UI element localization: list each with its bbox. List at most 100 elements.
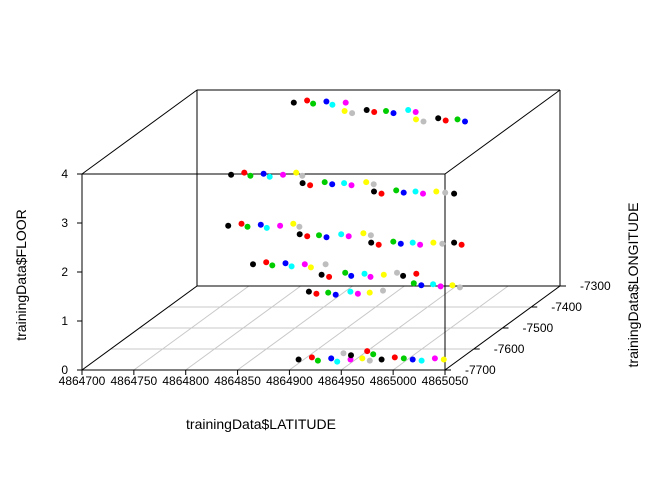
z-tick-label: -7500	[523, 321, 554, 335]
data-point	[439, 240, 446, 247]
data-point	[413, 116, 419, 123]
z-axis-title: trainingData$LONGITUDE	[625, 203, 641, 368]
data-point	[314, 357, 321, 364]
data-point	[458, 241, 465, 248]
data-point	[442, 189, 449, 196]
data-point	[409, 356, 416, 363]
data-point	[418, 357, 425, 364]
data-point	[371, 188, 377, 195]
data-point	[280, 171, 286, 178]
x-tick-label: 4864700	[59, 374, 106, 388]
data-point	[247, 172, 254, 179]
data-point	[301, 261, 308, 268]
data-point	[363, 179, 370, 186]
floor-grid	[81, 285, 561, 371]
data-point	[430, 281, 437, 288]
z-tick-label: -7600	[494, 342, 525, 356]
data-point	[332, 291, 339, 298]
data-point	[308, 354, 315, 361]
data-point	[380, 271, 387, 278]
data-point	[313, 290, 320, 297]
data-point	[342, 269, 349, 276]
data-point	[380, 287, 386, 294]
data-point	[400, 272, 407, 279]
data-point	[295, 356, 302, 363]
data-point	[325, 289, 332, 296]
data-point	[456, 284, 463, 291]
axes: 4864700 4864750 4864800 4864850 4864900 48649…	[59, 167, 611, 388]
data-point	[304, 233, 311, 240]
data-point	[341, 180, 348, 187]
data-point	[367, 232, 374, 239]
y-tick-label: 2	[61, 265, 68, 279]
x-tick-label: 4865000	[370, 374, 417, 388]
data-point	[410, 280, 417, 287]
data-point	[397, 240, 404, 247]
data-point	[263, 259, 270, 266]
data-point	[412, 188, 419, 195]
data-point	[342, 99, 349, 106]
data-point	[329, 181, 336, 188]
data-point	[307, 182, 314, 189]
data-point	[366, 357, 373, 364]
data-point	[348, 182, 355, 189]
data-point	[409, 239, 416, 246]
data-point	[316, 232, 322, 239]
data-point	[238, 220, 245, 227]
y-tick-label: 4	[61, 167, 68, 181]
data-point	[328, 355, 335, 362]
y-tick-label: 3	[61, 216, 68, 230]
data-point	[366, 289, 373, 296]
data-point	[288, 263, 295, 270]
data-point	[266, 173, 273, 180]
data-point	[462, 118, 468, 125]
data-point	[435, 115, 442, 122]
x-tick-label: 4864750	[110, 374, 157, 388]
x-tick-label: 4864950	[318, 374, 365, 388]
data-point	[329, 101, 336, 108]
data-point	[310, 100, 317, 107]
data-point	[348, 352, 354, 359]
data-point	[394, 269, 400, 276]
data-point	[412, 109, 419, 115]
data-point	[321, 179, 328, 186]
data-point	[454, 116, 461, 123]
z-tick-label: -7400	[551, 300, 582, 314]
z-tick-label: -7700	[465, 363, 496, 377]
x-tick-label: 4864800	[162, 374, 209, 388]
data-point	[418, 282, 425, 289]
data-point	[241, 169, 248, 176]
x-tick-label: 4865050	[422, 374, 469, 388]
data-point	[437, 283, 444, 290]
data-point	[359, 355, 366, 362]
data-point	[391, 354, 398, 361]
z-tick-label: -7300	[580, 279, 611, 293]
data-point	[323, 234, 330, 241]
data-point	[390, 238, 397, 245]
data-point	[420, 118, 427, 125]
data-point	[420, 190, 426, 197]
data-point	[451, 239, 458, 246]
data-point	[322, 261, 329, 268]
data-point	[228, 171, 235, 178]
data-point	[269, 262, 276, 269]
data-point	[323, 98, 330, 105]
data-point	[250, 261, 256, 268]
data-point	[371, 109, 378, 115]
data-point	[304, 97, 311, 104]
y-axis-title: trainingData$FLOOR	[13, 209, 29, 341]
data-point	[383, 108, 389, 114]
box-edge	[444, 89, 561, 175]
y-tick-label: 0	[61, 363, 68, 377]
data-point	[378, 190, 385, 197]
plot-box	[81, 89, 561, 371]
data-point	[296, 231, 303, 238]
data-point	[277, 222, 284, 229]
data-point	[305, 288, 312, 295]
x-tick-label: 4864850	[214, 374, 261, 388]
data-point	[318, 271, 325, 278]
data-point	[440, 356, 447, 363]
data-point	[364, 348, 371, 355]
data-point	[433, 188, 440, 195]
data-point	[363, 107, 370, 113]
